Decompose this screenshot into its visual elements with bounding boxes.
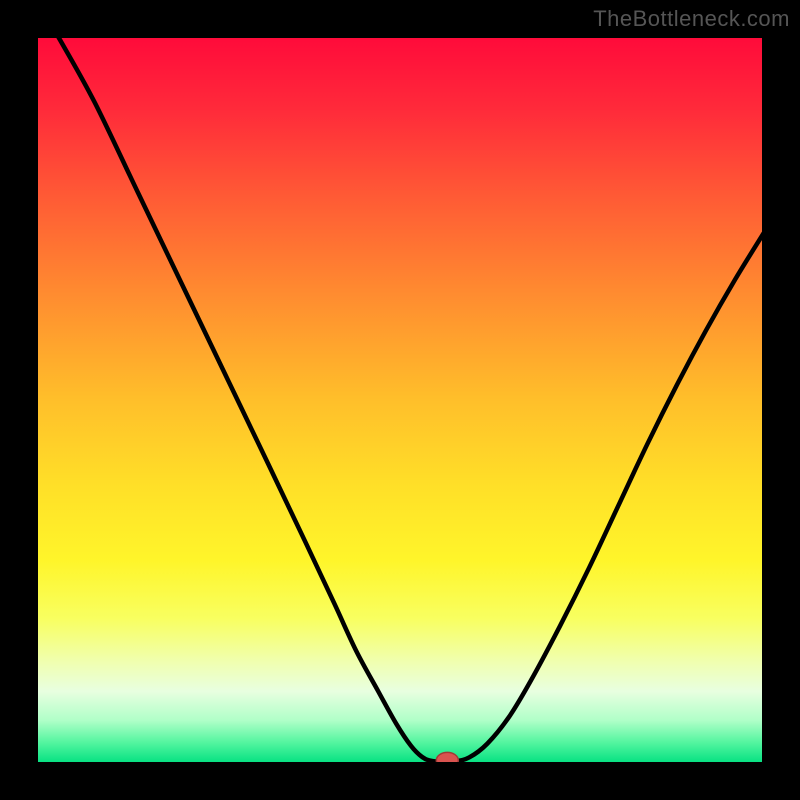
watermark-text: TheBottleneck.com — [593, 6, 790, 32]
bottleneck-chart — [0, 0, 800, 800]
chart-gradient-background — [36, 36, 764, 764]
